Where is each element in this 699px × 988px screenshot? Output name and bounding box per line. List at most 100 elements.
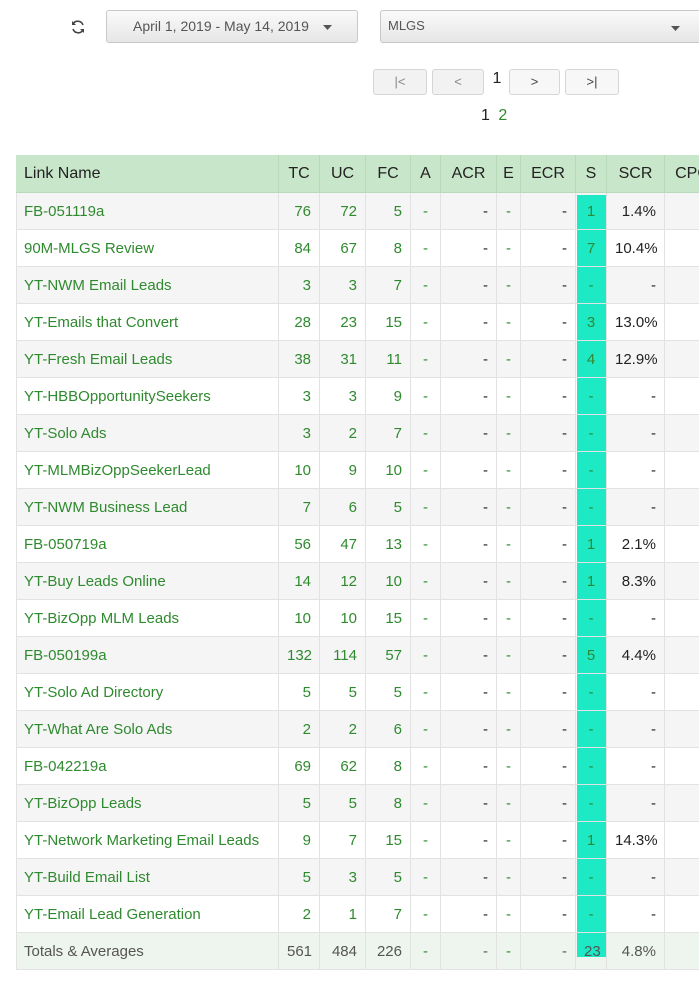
link-name[interactable]: YT-What Are Solo Ads [16, 711, 279, 748]
page-link[interactable]: 1 [481, 107, 490, 124]
cell-value: 9 [366, 378, 411, 415]
cell-value: - [497, 933, 521, 970]
campaign-select[interactable]: MLGS [380, 10, 699, 43]
cell-value: - [497, 415, 521, 452]
cell-value: - [497, 674, 521, 711]
link-name[interactable]: YT-BizOpp MLM Leads [16, 600, 279, 637]
empty-cell [665, 896, 699, 933]
cell-value: - [576, 896, 607, 933]
cell-value: 84 [279, 230, 320, 267]
empty-cell [665, 489, 699, 526]
cell-value: - [497, 637, 521, 674]
cell-value: 2 [279, 896, 320, 933]
cell-value: - [441, 822, 497, 859]
next-page-button[interactable]: > [509, 69, 560, 95]
empty-cell [665, 526, 699, 563]
cell-value: - [441, 563, 497, 600]
prev-page-button[interactable]: < [432, 69, 484, 95]
cell-value: 8 [366, 230, 411, 267]
cell-value: - [521, 711, 576, 748]
cell-value: 3 [320, 859, 366, 896]
link-name[interactable]: YT-Emails that Convert [16, 304, 279, 341]
link-name[interactable]: YT-NWM Email Leads [16, 267, 279, 304]
cell-value: - [497, 711, 521, 748]
cell-value: 2 [320, 415, 366, 452]
link-name[interactable]: YT-MLMBizOppSeekerLead [16, 452, 279, 489]
cell-value: 7 [576, 230, 607, 267]
page-link[interactable]: 2 [498, 107, 508, 124]
link-name[interactable]: YT-Solo Ad Directory [16, 674, 279, 711]
cell-value: 3 [320, 378, 366, 415]
cell-value: 7 [366, 896, 411, 933]
cell-value: - [441, 933, 497, 970]
cell-value: 9 [279, 822, 320, 859]
cell-value: 13 [366, 526, 411, 563]
cell-value: 9 [320, 452, 366, 489]
cell-value: 5 [279, 859, 320, 896]
cell-value: 72 [320, 193, 366, 230]
cell-value: 7 [366, 267, 411, 304]
cell-value: 5 [279, 674, 320, 711]
cell-value: - [497, 748, 521, 785]
empty-cell [665, 859, 699, 896]
cell-value: - [521, 415, 576, 452]
link-name[interactable]: FB-050199a [16, 637, 279, 674]
cell-value: - [441, 230, 497, 267]
first-page-button[interactable]: |< [373, 69, 427, 95]
cell-value: - [576, 452, 607, 489]
cell-value: - [497, 489, 521, 526]
link-name[interactable]: YT-Fresh Email Leads [16, 341, 279, 378]
link-name[interactable]: YT-HBBOpportunitySeekers [16, 378, 279, 415]
cell-value: - [411, 193, 441, 230]
cell-value: - [576, 600, 607, 637]
cell-value: - [497, 896, 521, 933]
cell-value: - [441, 341, 497, 378]
cell-value: - [607, 748, 665, 785]
cell-value: 3 [279, 378, 320, 415]
cell-value: - [521, 600, 576, 637]
link-name[interactable]: YT-Build Email List [16, 859, 279, 896]
cell-value: 67 [320, 230, 366, 267]
cell-value: - [441, 489, 497, 526]
cell-value: 4.4% [607, 637, 665, 674]
link-name[interactable]: YT-NWM Business Lead [16, 489, 279, 526]
cell-value: 14.3% [607, 822, 665, 859]
last-page-button[interactable]: >| [565, 69, 619, 95]
link-name[interactable]: YT-Buy Leads Online [16, 563, 279, 600]
cell-value: 3 [279, 415, 320, 452]
date-range-picker[interactable]: April 1, 2019 - May 14, 2019 [106, 10, 358, 43]
header-cell: ACR [441, 155, 497, 193]
cell-value: 4.8% [607, 933, 665, 970]
cell-value: 484 [320, 933, 366, 970]
link-name[interactable]: FB-050719a [16, 526, 279, 563]
cell-value: 12 [320, 563, 366, 600]
cell-value: - [411, 896, 441, 933]
cell-value: - [576, 267, 607, 304]
link-name[interactable]: YT-BizOpp Leads [16, 785, 279, 822]
empty-cell [665, 637, 699, 674]
link-name[interactable]: FB-051119a [16, 193, 279, 230]
refresh-icon[interactable] [70, 19, 86, 35]
cell-value: 15 [366, 304, 411, 341]
cell-value: 2 [279, 711, 320, 748]
cell-value: 62 [320, 748, 366, 785]
cell-value: - [497, 822, 521, 859]
cell-value: 57 [366, 637, 411, 674]
cell-value: - [521, 341, 576, 378]
link-name[interactable]: 90M-MLGS Review [16, 230, 279, 267]
link-name[interactable]: YT-Email Lead Generation [16, 896, 279, 933]
link-name[interactable]: YT-Solo Ads [16, 415, 279, 452]
link-name[interactable]: FB-042219a [16, 748, 279, 785]
empty-cell [665, 563, 699, 600]
cell-value: 76 [279, 193, 320, 230]
link-name[interactable]: YT-Network Marketing Email Leads [16, 822, 279, 859]
cell-value: - [411, 267, 441, 304]
cell-value: 132 [279, 637, 320, 674]
cell-value: 3 [576, 304, 607, 341]
cell-value: - [497, 859, 521, 896]
current-page: 1 [492, 70, 502, 87]
cell-value: 2 [320, 711, 366, 748]
cell-value: 1 [320, 896, 366, 933]
